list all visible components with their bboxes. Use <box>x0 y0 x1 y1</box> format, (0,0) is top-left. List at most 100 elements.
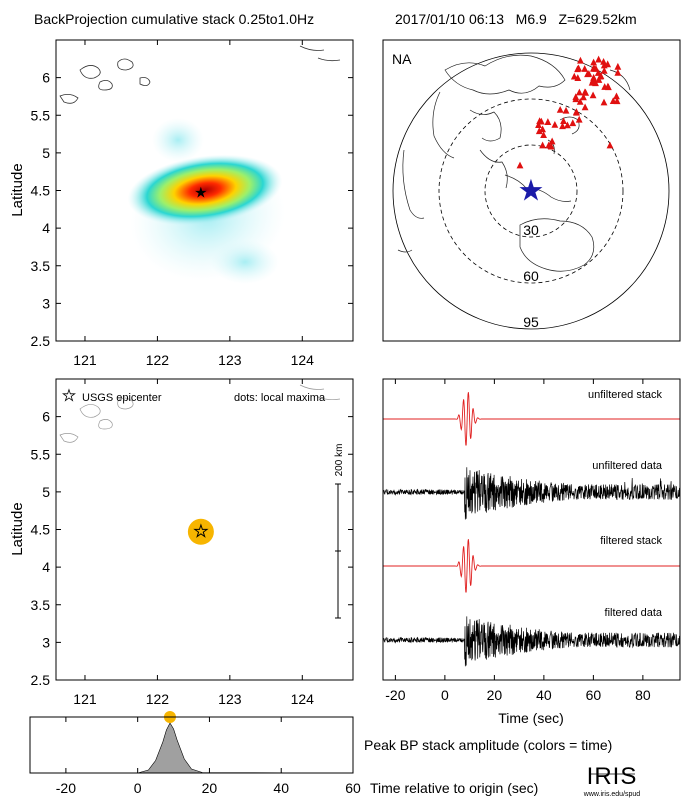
figure-title: BackProjection cumulative stack 0.25to1.… <box>34 11 314 27</box>
y-tick-labels: 2.5 3 3.5 4 4.5 5 5.5 6 <box>31 70 353 349</box>
epicenter-star-icon: ★ <box>194 184 207 201</box>
distance-ring-label: 30 <box>523 222 539 238</box>
station-triangle <box>575 88 583 96</box>
x-tick-label: 121 <box>73 691 97 707</box>
station-triangle <box>539 141 546 149</box>
station-triangle <box>600 57 607 65</box>
x-tick-labels: 121 122 123 124 <box>73 379 314 707</box>
station-triangle <box>600 66 608 74</box>
y-tick-label: 5 <box>42 484 50 500</box>
x-axis-label: Time (sec) <box>498 710 564 726</box>
epicenter-star-icon: ★ <box>518 175 545 208</box>
x-tick-label: 40 <box>273 780 289 796</box>
station-triangle <box>540 131 547 139</box>
station-triangle <box>564 121 571 129</box>
station-triangle <box>589 91 597 99</box>
station-triangle <box>581 103 589 111</box>
y-tick-label: 2.5 <box>31 333 51 349</box>
x-tick-label: 20 <box>487 687 503 703</box>
station-triangle <box>569 119 577 127</box>
scale-bar-label: 200 km <box>334 444 345 477</box>
y-tick-label: 6 <box>42 70 50 86</box>
array-label: NA <box>392 51 412 67</box>
legend-epicenter-label: USGS epicenter <box>82 392 162 404</box>
local-maxima-dots: ★ <box>187 518 214 545</box>
station-triangle <box>539 125 547 133</box>
station-triangle <box>575 64 582 72</box>
x-tick-label: 20 <box>202 780 218 796</box>
x-tick-labels: -20 0 20 40 60 <box>56 717 361 796</box>
x-tick-label: 60 <box>586 687 602 703</box>
station-markers <box>516 55 622 169</box>
station-triangle <box>594 69 602 76</box>
local-maxima-panel: ★ 2.5 3 3.5 4 4.5 5 5.5 6 121 122 123 124 ★ USGS e… <box>31 378 354 707</box>
station-triangle <box>570 72 578 80</box>
x-tick-label: 80 <box>635 687 651 703</box>
y-tick-label: 5 <box>42 145 50 161</box>
y-tick-label: 3 <box>42 295 50 311</box>
station-triangle <box>575 115 583 123</box>
station-triangle <box>544 118 552 125</box>
station-triangle <box>577 56 584 64</box>
x-tick-label: 124 <box>291 352 315 368</box>
station-triangle <box>614 62 622 70</box>
coastline <box>59 384 341 443</box>
peak-amplitude-area <box>30 722 354 774</box>
trace-label: filtered data <box>605 607 663 619</box>
x-tick-label: 121 <box>73 352 97 368</box>
y-tick-labels: 2.5 3 3.5 4 4.5 5 5.5 6 <box>31 409 353 688</box>
x-tick-label: 122 <box>146 352 170 368</box>
station-triangle <box>613 92 620 100</box>
x-tick-label: 40 <box>536 687 552 703</box>
station-triangle <box>584 70 591 78</box>
y-tick-label: 4 <box>42 559 50 575</box>
seismogram-traces <box>383 392 680 667</box>
y-tick-label: 3.5 <box>31 258 51 274</box>
station-triangle <box>576 97 584 105</box>
y-tick-label: 3 <box>42 634 50 650</box>
y-tick-label: 4 <box>42 220 50 236</box>
x-tick-label: -20 <box>385 687 405 703</box>
y-tick-label: 3.5 <box>31 597 51 613</box>
time-axis-label: Time relative to origin (sec) <box>370 780 538 796</box>
data-trace <box>383 616 680 667</box>
coastline <box>59 45 341 104</box>
station-triangle <box>536 117 544 125</box>
distance-ring-labels: 30 60 95 <box>523 222 539 330</box>
trace-label: filtered stack <box>600 535 662 547</box>
iris-logo-url: www.iris.edu/spud <box>583 791 641 798</box>
y-tick-label: 5.5 <box>31 107 51 123</box>
station-triangle <box>573 108 580 116</box>
iris-logo-text: IRIS <box>587 763 638 790</box>
y-tick-label: 4.5 <box>31 522 51 538</box>
x-tick-labels: 121 122 123 124 <box>73 40 314 368</box>
seismogram-panel: unfiltered stack unfiltered data filtered … <box>382 378 681 726</box>
station-triangle <box>548 137 556 145</box>
x-tick-label: 122 <box>146 691 170 707</box>
station-triangle <box>595 76 603 83</box>
stack-trace <box>383 539 680 593</box>
station-triangle <box>551 120 559 128</box>
station-triangle <box>559 122 566 130</box>
x-tick-label: 124 <box>291 691 315 707</box>
station-triangle <box>590 73 598 81</box>
epicenter-star-icon: ★ <box>194 523 208 540</box>
cumulative-stack-panel: 2.5 3 3.5 4 4.5 5 5.5 6 121 122 123 124 ★ <box>31 39 354 368</box>
event-info: 2017/01/10 06:13 M6.9 Z=629.52km <box>395 11 637 27</box>
y-tick-label: 4.5 <box>31 183 51 199</box>
y-tick-label: 5.5 <box>31 446 51 462</box>
legend-dots-label: dots: local maxima <box>234 392 326 404</box>
latitude-axis-label: Latitude <box>9 502 26 555</box>
peak-amplitude-title: Peak BP stack amplitude (colors = time) <box>364 737 612 753</box>
x-tick-labels: -20 0 20 40 60 80 <box>385 379 651 703</box>
station-triangle <box>545 141 553 149</box>
data-trace <box>383 467 680 520</box>
local-maximum-dot <box>187 518 214 545</box>
station-triangle <box>609 97 617 105</box>
station-map-panel: NA 30 60 95 ★ <box>382 39 681 342</box>
station-triangle <box>580 93 587 101</box>
station-triangle <box>562 106 570 114</box>
station-triangle <box>516 161 524 169</box>
station-triangle <box>597 72 605 80</box>
station-triangle <box>604 82 612 90</box>
